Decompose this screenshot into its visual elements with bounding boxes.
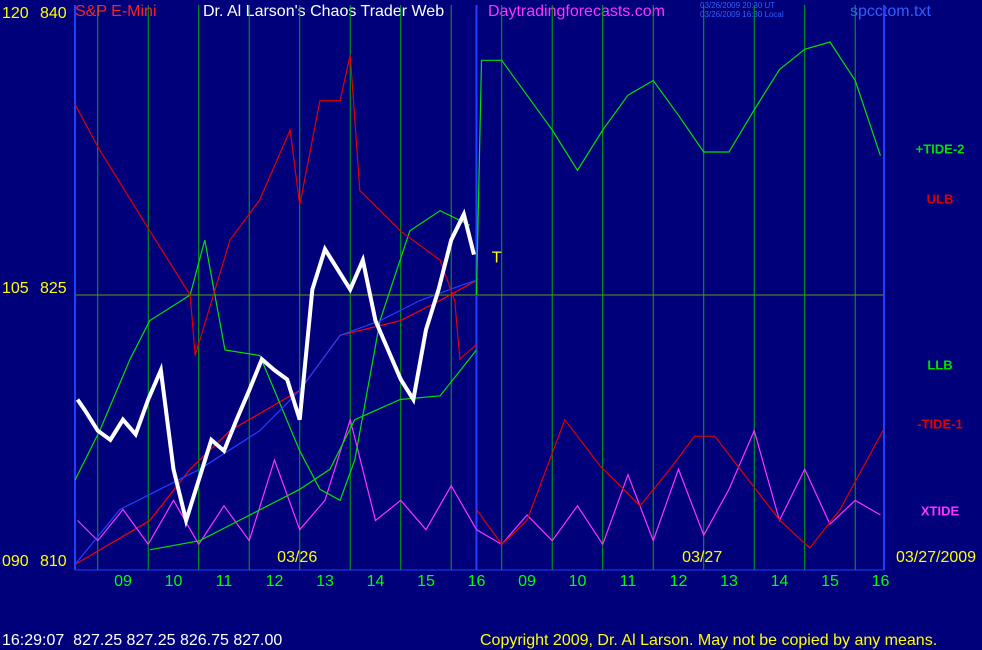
date-label: 03/27/2009 [896, 549, 976, 566]
marker: T [492, 250, 502, 267]
x-tick-label: 14 [771, 573, 789, 590]
x-tick-label: 15 [417, 573, 435, 590]
plot: 840 825 810 120 105 090 09 10 11 12 13 14 15 16 09 10 11… [2, 5, 976, 590]
x-tick-label: 15 [821, 573, 839, 590]
x-tick-label: 16 [468, 573, 486, 590]
x-tick-label: 10 [569, 573, 587, 590]
series-line [77, 417, 881, 546]
y2-tick-label: 105 [2, 280, 29, 297]
y-tick-label: 825 [40, 280, 67, 297]
x-tick-label: 14 [367, 573, 385, 590]
site: Daytradingforecasts.com [488, 3, 665, 20]
x-tick-label: 16 [872, 573, 890, 590]
series-line [475, 418, 885, 549]
y2-tick-label: 120 [2, 5, 29, 22]
x-tick-label: 12 [266, 573, 284, 590]
timestamp: 03/26/2009 16:30 Local [700, 10, 784, 19]
x-tick-label: 13 [720, 573, 738, 590]
series-line [149, 349, 477, 551]
file-name: spcctom.txt [850, 3, 931, 20]
y2-tick-label: 090 [2, 553, 29, 570]
y-tick-label: 810 [40, 553, 67, 570]
legend-label: XTIDE [921, 503, 960, 518]
timestamp: 03/26/2009 20:30 UT [700, 1, 775, 10]
legend-label: +TIDE-2 [916, 141, 965, 156]
series-line [74, 209, 471, 502]
legend-label: LLB [927, 357, 952, 372]
y-tick-label: 840 [40, 5, 67, 22]
legend-label: -TIDE-1 [917, 416, 963, 431]
legend-label: ULB [927, 191, 954, 206]
copyright: Copyright 2009, Dr. Al Larson. May not b… [480, 632, 937, 649]
chart-title: Dr. Al Larson's Chaos Trader Web [203, 3, 444, 20]
x-tick-label: 09 [114, 573, 132, 590]
symbol: S&P E-Mini [75, 3, 157, 20]
date-label: 03/26 [277, 549, 317, 566]
x-tick-label: 11 [216, 573, 233, 590]
series-line [74, 279, 477, 565]
date-label: 03/27 [682, 549, 722, 566]
series-line [475, 41, 882, 296]
x-tick-label: 09 [518, 573, 536, 590]
x-tick-label: 13 [316, 573, 334, 590]
x-tick-label: 11 [620, 573, 637, 590]
x-tick-label: 12 [670, 573, 688, 590]
series-line [75, 208, 476, 528]
status: 16:29:07 827.25 827.25 826.75 827.00 [2, 632, 282, 649]
x-tick-label: 10 [165, 573, 183, 590]
